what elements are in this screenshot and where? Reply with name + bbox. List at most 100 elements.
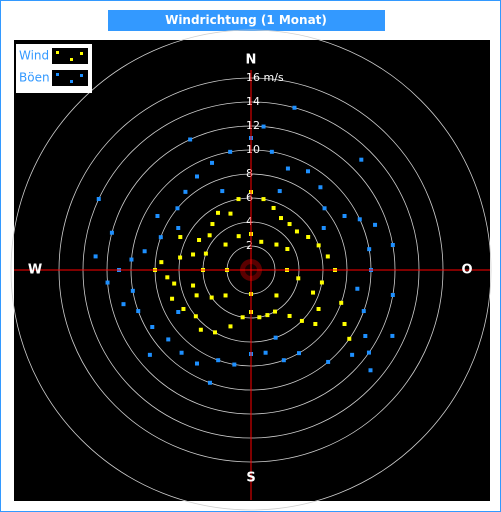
point: [261, 197, 266, 202]
point: [170, 296, 175, 301]
point: [311, 290, 316, 295]
point: [350, 352, 355, 357]
point: [296, 276, 301, 281]
point: [316, 243, 321, 248]
point: [216, 358, 221, 363]
legend-dot: [70, 80, 73, 83]
point: [261, 124, 266, 129]
point: [259, 239, 264, 244]
point: [306, 169, 310, 174]
grid-circle: [10, 29, 492, 511]
point: [274, 242, 279, 247]
point: [130, 288, 135, 293]
point: [287, 313, 292, 318]
r-tick-label: 6: [246, 191, 253, 204]
point: [159, 260, 164, 265]
point: [210, 160, 215, 165]
point: [390, 242, 395, 247]
point: [191, 252, 196, 257]
point: [265, 313, 270, 318]
point: [368, 368, 373, 373]
point: [195, 361, 199, 366]
legend-label: Wind: [19, 49, 49, 63]
legend-label: Böen: [19, 71, 50, 85]
r-tick-label: 14: [246, 95, 260, 108]
point: [155, 214, 160, 218]
point: [236, 197, 241, 202]
point: [207, 233, 212, 238]
point: [299, 318, 304, 323]
r-tick-label: 12: [246, 119, 260, 132]
point: [294, 229, 299, 234]
point: [142, 249, 147, 254]
point: [357, 217, 362, 222]
point: [273, 335, 278, 340]
point: [285, 247, 290, 251]
point: [216, 210, 220, 215]
point: [193, 314, 198, 319]
legend-swatch: [52, 48, 88, 64]
point: [355, 286, 360, 291]
point: [220, 189, 225, 194]
point: [342, 214, 347, 218]
point: [292, 105, 297, 110]
point: [228, 149, 233, 154]
point: [209, 295, 214, 300]
point: [269, 149, 274, 154]
direction-label: O: [461, 263, 472, 278]
point: [158, 235, 163, 240]
point: [342, 322, 347, 326]
point: [105, 280, 110, 285]
legend-swatch: [52, 70, 88, 86]
point: [318, 185, 323, 190]
point: [297, 351, 301, 356]
point: [366, 350, 371, 355]
point: [194, 293, 199, 298]
point: [150, 325, 155, 329]
point: [326, 359, 331, 364]
point: [207, 380, 212, 385]
point: [274, 293, 279, 298]
point: [390, 293, 395, 298]
point: [271, 205, 276, 210]
point: [232, 362, 237, 367]
point: [223, 242, 228, 247]
r-tick-label: 2: [246, 239, 253, 252]
point: [178, 255, 183, 260]
point: [306, 235, 311, 239]
point: [347, 336, 352, 341]
point: [361, 309, 366, 314]
point: [188, 137, 193, 142]
point: [136, 309, 141, 314]
point: [287, 222, 292, 227]
point: [183, 189, 188, 194]
point: [109, 230, 114, 235]
point: [198, 327, 203, 332]
point: [175, 206, 180, 211]
point: [322, 206, 327, 211]
point: [339, 300, 344, 305]
point: [96, 197, 101, 202]
point: [281, 358, 286, 363]
legend-dot: [80, 74, 83, 77]
title-bar: [108, 10, 385, 31]
point: [121, 302, 126, 307]
point: [285, 166, 290, 171]
legend-dot: [56, 73, 59, 76]
legend-dot: [70, 58, 73, 61]
point: [179, 350, 184, 355]
r-tick-label: 10: [246, 143, 260, 156]
point: [129, 257, 134, 262]
point: [176, 226, 181, 230]
point: [228, 324, 233, 329]
point: [373, 222, 378, 227]
point: [176, 310, 181, 314]
r-tick-label: 16 m/s: [246, 71, 284, 84]
point: [213, 330, 217, 335]
point: [321, 226, 326, 230]
point: [165, 275, 170, 280]
point: [319, 280, 324, 285]
point: [325, 254, 330, 259]
point: [277, 189, 282, 194]
